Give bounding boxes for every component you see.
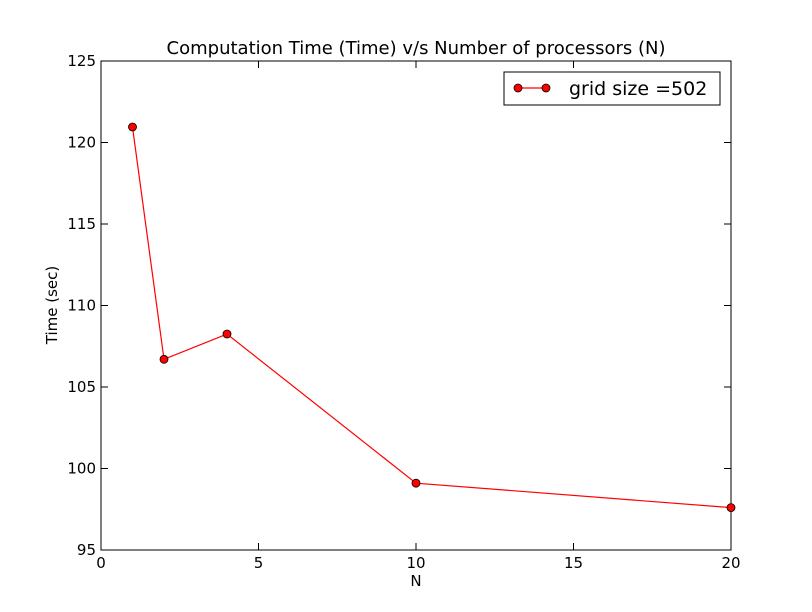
y-tick-label: 125 (67, 52, 96, 70)
data-point (222, 329, 232, 339)
x-tick-label: 20 (721, 554, 740, 572)
legend: grid size =502 (503, 71, 721, 106)
data-point (128, 122, 137, 132)
legend-marker (513, 83, 523, 93)
x-tick-label: 5 (254, 554, 264, 572)
y-tick-label: 100 (67, 460, 96, 478)
x-axis-label: N (410, 572, 421, 590)
data-point (159, 354, 169, 364)
y-tick-label: 120 (67, 134, 96, 152)
y-tick-label: 110 (67, 297, 96, 315)
x-tick-label: 0 (96, 554, 106, 572)
plot-area (100, 60, 732, 551)
y-axis-ticks: 95 100 105 110 115 120 125 (67, 52, 731, 559)
data-point (726, 503, 736, 513)
x-axis-ticks: 0 5 10 15 20 (96, 61, 741, 572)
y-axis-label: Time (sec) (43, 266, 61, 345)
y-tick-label: 115 (67, 215, 96, 233)
y-tick-label: 105 (67, 378, 96, 396)
series-layer (128, 122, 736, 513)
legend-marker (541, 83, 551, 93)
chart-title: Computation Time (Time) v/s Number of pr… (167, 38, 666, 59)
y-tick-label: 95 (77, 541, 96, 559)
x-tick-label: 10 (406, 554, 425, 572)
data-point (411, 478, 421, 488)
legend-label: grid size =502 (569, 78, 707, 100)
x-tick-label: 15 (564, 554, 583, 572)
